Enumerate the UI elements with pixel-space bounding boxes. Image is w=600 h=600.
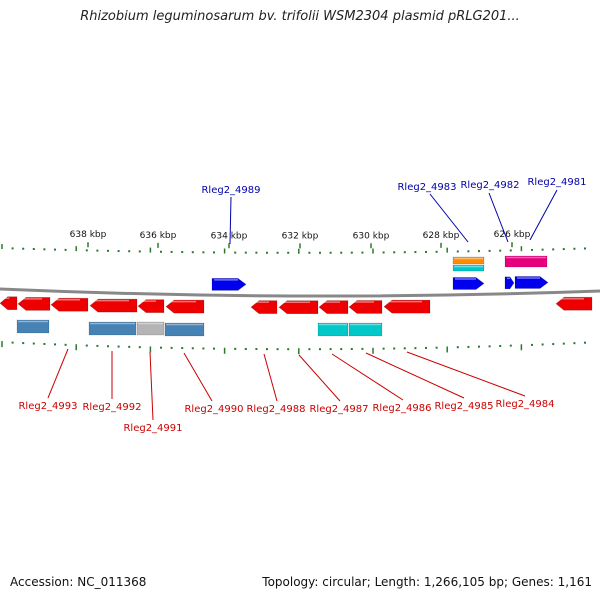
topology-label: Topology: bbox=[262, 575, 319, 589]
scale-label: 632 kbp bbox=[282, 231, 319, 241]
scale-label: 636 kbp bbox=[140, 231, 177, 241]
forward-cds-arrow bbox=[452, 277, 485, 290]
length-label: Length: bbox=[374, 575, 421, 589]
reverse-cds-arrow bbox=[278, 300, 319, 314]
gene-label-forward[interactable]: Rleg2_4981 bbox=[527, 177, 586, 188]
reverse-cds-arrow bbox=[250, 300, 278, 314]
leader-line bbox=[429, 193, 469, 243]
gene-label-reverse[interactable]: Rleg2_4993 bbox=[18, 401, 77, 412]
gene-labels: Rleg2_4989 Rleg2_4983 Rleg2_4982 Rleg2_4981… bbox=[18, 177, 586, 434]
reverse-feature-gray bbox=[136, 321, 165, 336]
gene-label-reverse[interactable]: Rleg2_4990 bbox=[184, 404, 243, 415]
leader-line bbox=[183, 352, 213, 402]
reverse-cds-arrow bbox=[137, 299, 165, 313]
accession-value: NC_011368 bbox=[77, 575, 147, 589]
leader-line bbox=[406, 351, 526, 397]
accession-label: Accession: bbox=[10, 575, 74, 589]
ticks-top bbox=[1, 244, 586, 254]
leader-line bbox=[229, 196, 232, 245]
gene-label-reverse[interactable]: Rleg2_4992 bbox=[82, 402, 141, 413]
forward-feature-orange bbox=[452, 256, 485, 265]
reverse-cds-arrow bbox=[555, 296, 593, 311]
scale-label: 638 kbp bbox=[70, 230, 107, 240]
gene-label-forward[interactable]: Rleg2_4982 bbox=[460, 180, 519, 191]
forward-cds-arrow bbox=[211, 278, 247, 291]
reverse-cds-arrow bbox=[0, 296, 18, 311]
feature-tracks bbox=[0, 255, 593, 337]
accession-info: Accession: NC_011368 bbox=[10, 575, 146, 589]
reverse-cds-arrow bbox=[348, 300, 383, 314]
scale-label: 628 kbp bbox=[423, 231, 460, 241]
leader-line bbox=[488, 192, 509, 243]
backbone bbox=[0, 287, 600, 298]
reverse-feature-cyan bbox=[348, 322, 383, 337]
reverse-cds-arrow bbox=[89, 298, 138, 313]
leader-line bbox=[298, 354, 341, 402]
gene-label-forward[interactable]: Rleg2_4983 bbox=[397, 182, 456, 193]
reverse-cds-arrow bbox=[165, 299, 205, 314]
leader-line bbox=[365, 352, 465, 399]
reverse-cds-arrow bbox=[50, 297, 89, 312]
topology-value: circular bbox=[322, 575, 367, 589]
reverse-cds-arrow bbox=[17, 297, 51, 311]
genes-value: 1,161 bbox=[557, 575, 592, 589]
reverse-feature-steelblue bbox=[88, 321, 137, 336]
leader-line bbox=[529, 189, 558, 241]
forward-feature-magenta bbox=[504, 255, 548, 268]
gene-label-reverse[interactable]: Rleg2_4985 bbox=[434, 401, 493, 412]
ticks-bottom bbox=[1, 341, 586, 355]
gene-label-reverse[interactable]: Rleg2_4988 bbox=[246, 404, 305, 415]
gene-label-reverse[interactable]: Rleg2_4986 bbox=[372, 403, 431, 414]
scale-label: 626 kbp bbox=[494, 230, 531, 240]
genes-label: Genes: bbox=[511, 575, 554, 589]
leader-line bbox=[47, 348, 69, 399]
leader-line bbox=[263, 353, 278, 402]
label-leaders bbox=[47, 189, 558, 421]
reverse-cds-arrow bbox=[383, 299, 431, 314]
map-title: Rhizobium leguminosarum bv. trifolii WSM… bbox=[80, 9, 520, 24]
reverse-feature-cyan bbox=[317, 322, 349, 337]
forward-cds-arrow bbox=[514, 276, 549, 289]
genome-stats: Topology: circular; Length: 1,266,105 bp… bbox=[262, 575, 592, 589]
forward-cds-arrow bbox=[504, 276, 515, 290]
leader-line bbox=[149, 351, 154, 421]
gene-label-forward[interactable]: Rleg2_4989 bbox=[201, 185, 260, 196]
scale-labels: 638 kbp 636 kbp 634 kbp 632 kbp 630 kbp 628 k… bbox=[70, 230, 531, 249]
reverse-cds-arrow bbox=[318, 300, 349, 314]
reverse-feature-steelblue bbox=[16, 319, 50, 334]
scale-label: 630 kbp bbox=[353, 231, 390, 241]
gene-label-reverse[interactable]: Rleg2_4987 bbox=[309, 404, 368, 415]
length-value: 1,266,105 bp bbox=[423, 575, 504, 589]
forward-feature-cyan bbox=[452, 264, 485, 272]
scale-label: 634 kbp bbox=[211, 231, 248, 241]
reverse-feature-steelblue bbox=[164, 322, 205, 337]
gene-label-reverse[interactable]: Rleg2_4984 bbox=[495, 399, 554, 410]
gene-label-reverse[interactable]: Rleg2_4991 bbox=[123, 423, 182, 434]
leader-line bbox=[331, 353, 404, 401]
